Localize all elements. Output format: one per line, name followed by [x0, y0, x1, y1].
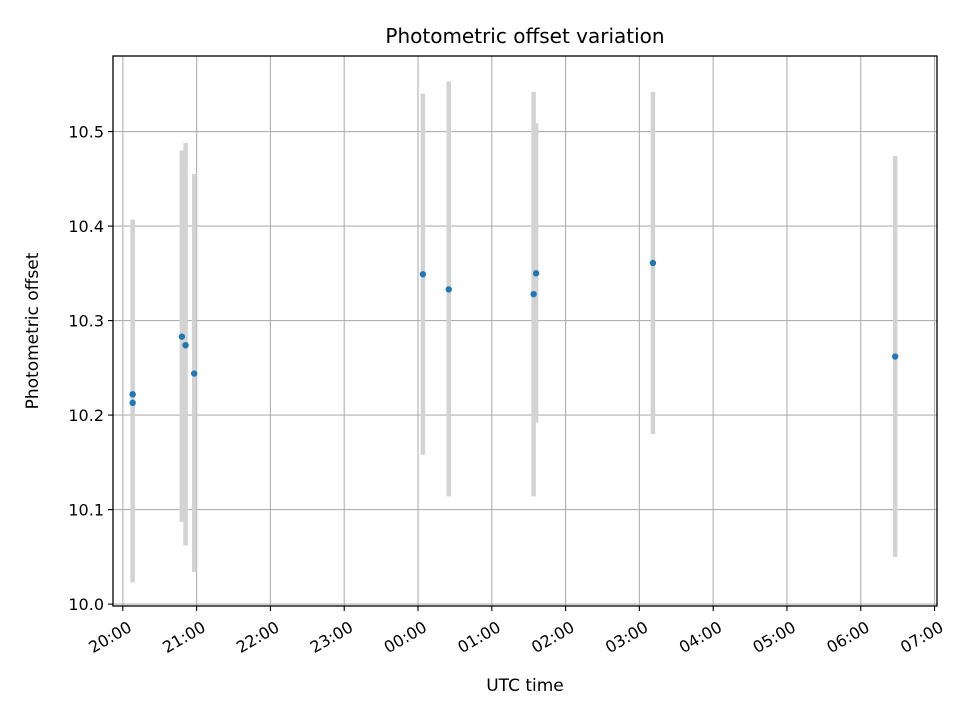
data-point [532, 270, 540, 277]
y-tick-label: 10.4 [68, 217, 104, 236]
x-tick-label: 07:00 [897, 617, 946, 657]
x-tick-label: 23:00 [307, 617, 356, 657]
chart-title: Photometric offset variation [385, 24, 664, 48]
x-tick-label: 05:00 [750, 617, 799, 657]
data-point [129, 391, 136, 398]
data-point [445, 286, 452, 293]
data-point [178, 333, 186, 340]
plot-frame [112, 55, 938, 607]
data-point [530, 290, 537, 298]
ticks: 20:00 21:00 22:00 23:00 00:00 01:00 02:00 03:00… [68, 123, 946, 657]
y-axis-title: Photometric offset [23, 252, 43, 409]
y-tick-label: 10.5 [68, 123, 104, 142]
x-tick-label: 04:00 [676, 617, 725, 657]
x-tick-label: 06:00 [823, 617, 872, 657]
error-bars [130, 81, 898, 583]
x-tick-label: 00:00 [381, 617, 430, 657]
data-point [182, 341, 189, 349]
x-axis-title: UTC time [486, 676, 564, 696]
data-point [649, 259, 657, 267]
x-tick-label: 02:00 [528, 617, 577, 657]
data-point [419, 271, 427, 278]
grid [113, 56, 937, 606]
y-tick-label: 10.0 [68, 595, 104, 614]
data-point [190, 370, 198, 377]
data-point [129, 399, 136, 407]
y-tick-label: 10.2 [68, 406, 104, 425]
data-points [129, 259, 899, 407]
x-tick-label: 21:00 [159, 617, 208, 657]
x-tick-label: 03:00 [602, 617, 651, 657]
x-tick-label: 20:00 [85, 617, 134, 657]
x-tick-label: 22:00 [233, 617, 282, 657]
y-tick-label: 10.3 [68, 312, 104, 331]
x-tick-label: 01:00 [454, 617, 503, 657]
y-tick-label: 10.1 [68, 501, 104, 520]
data-point [891, 353, 899, 360]
